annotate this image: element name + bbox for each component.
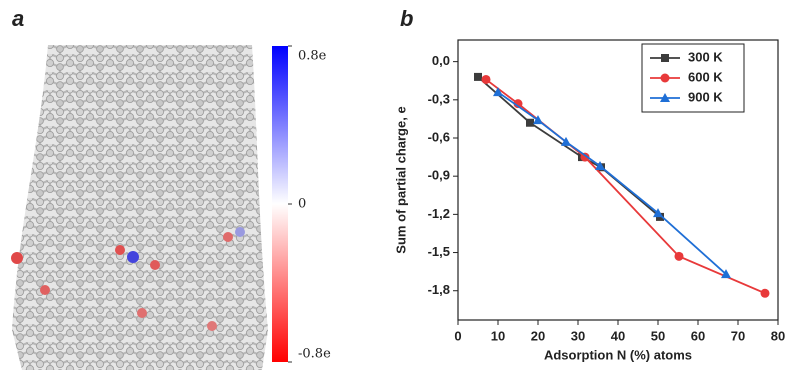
panel-label: b: [400, 6, 413, 31]
legend-label: 900 K: [688, 89, 723, 104]
y-tick-label: -1,2: [428, 206, 450, 221]
colorbar-tick-label: 0.8e: [298, 49, 327, 64]
marker: [661, 74, 670, 83]
y-axis-label: Sum of partial charge, e: [393, 106, 408, 253]
y-tick-label: -0,9: [428, 168, 450, 183]
nanotube: [12, 45, 268, 370]
x-tick-label: 30: [571, 328, 585, 343]
colorbar-tick-label: -0.8e: [298, 347, 331, 362]
y-tick-label: -1,5: [428, 244, 450, 259]
x-tick-label: 60: [691, 328, 705, 343]
x-tick-label: 20: [531, 328, 545, 343]
x-tick-label: 0: [454, 328, 461, 343]
y-tick-label: -1,8: [428, 282, 450, 297]
x-tick-label: 70: [731, 328, 745, 343]
x-tick-label: 50: [651, 328, 665, 343]
legend-label: 600 K: [688, 69, 723, 84]
figure: a 0.8e 0 -0.8e b 0 10 20 30 40 50 60 70 80 0,0 -0,3 -0,…: [0, 0, 785, 370]
marker: [526, 119, 534, 127]
x-axis-label: Adsorption N (%) atoms: [544, 347, 692, 362]
marker: [761, 289, 770, 298]
marker: [474, 73, 482, 81]
colorbar-tick-label: 0: [298, 197, 306, 212]
x-tick-label: 10: [491, 328, 505, 343]
x-tick-label: 40: [611, 328, 625, 343]
legend-label: 300 K: [688, 49, 723, 64]
colorbar: [272, 46, 288, 362]
y-tick-label: -0,6: [428, 129, 450, 144]
y-tick-label: 0,0: [432, 53, 450, 68]
panel-label: a: [12, 6, 24, 31]
marker: [675, 252, 684, 261]
panel-a: a: [11, 6, 288, 370]
marker: [661, 54, 669, 62]
marker: [482, 75, 491, 84]
x-tick-label: 80: [771, 328, 785, 343]
y-tick-label: -0,3: [428, 91, 450, 106]
